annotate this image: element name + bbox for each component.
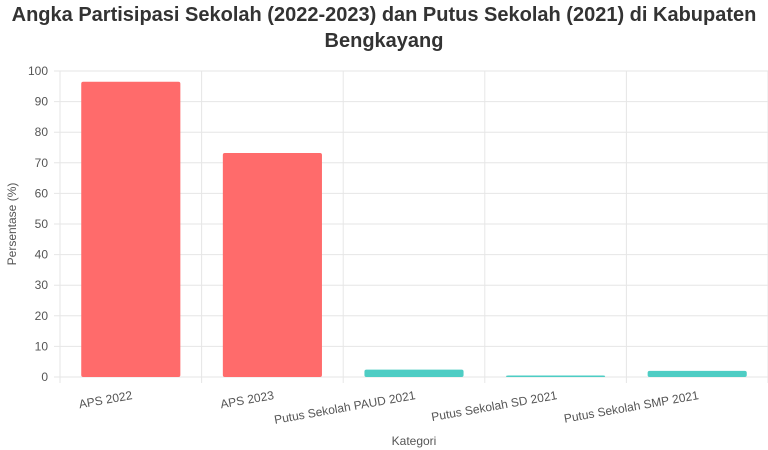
chart-title-line-2: Bengkayang (324, 30, 444, 52)
x-tick-label: Putus Sekolah SD 2021 (430, 388, 558, 424)
bar-aps-2022[interactable] (81, 81, 181, 378)
y-axis-title: Persentase (%) (5, 183, 19, 266)
bars (81, 81, 747, 378)
y-tick-label: 20 (35, 309, 49, 323)
x-tick-label: Putus Sekolah PAUD 2021 (273, 388, 417, 427)
x-tick-label: Putus Sekolah SMP 2021 (563, 388, 700, 426)
x-axis-title: Kategori (392, 434, 437, 448)
bar-putus-sekolah-paud-2021[interactable] (364, 369, 464, 377)
chart-title: Angka Partisipasi Sekolah (2022-2023) da… (0, 2, 768, 54)
bar-aps-2023[interactable] (222, 153, 322, 377)
y-tick-label: 40 (35, 248, 49, 262)
bar-putus-sekolah-sd-2021[interactable] (506, 375, 606, 378)
y-tick-label: 50 (35, 217, 49, 231)
y-tick-label: 10 (35, 339, 49, 353)
y-axis-ticks: 0 10 20 30 40 50 60 70 80 90 100 (28, 64, 48, 384)
y-tick-label: 100 (28, 64, 48, 78)
y-tick-label: 80 (35, 125, 49, 139)
y-tick-label: 60 (35, 186, 49, 200)
x-tick-label: APS 2022 (78, 388, 134, 411)
y-tick-label: 0 (41, 370, 48, 384)
x-tick-label: APS 2023 (219, 388, 275, 411)
chart-title-line-1: Angka Partisipasi Sekolah (2022-2023) da… (11, 4, 757, 26)
y-tick-label: 30 (35, 278, 49, 292)
bar-putus-sekolah-smp-2021[interactable] (647, 370, 747, 377)
y-tick-label: 90 (35, 95, 49, 109)
y-tick-label: 70 (35, 156, 49, 170)
